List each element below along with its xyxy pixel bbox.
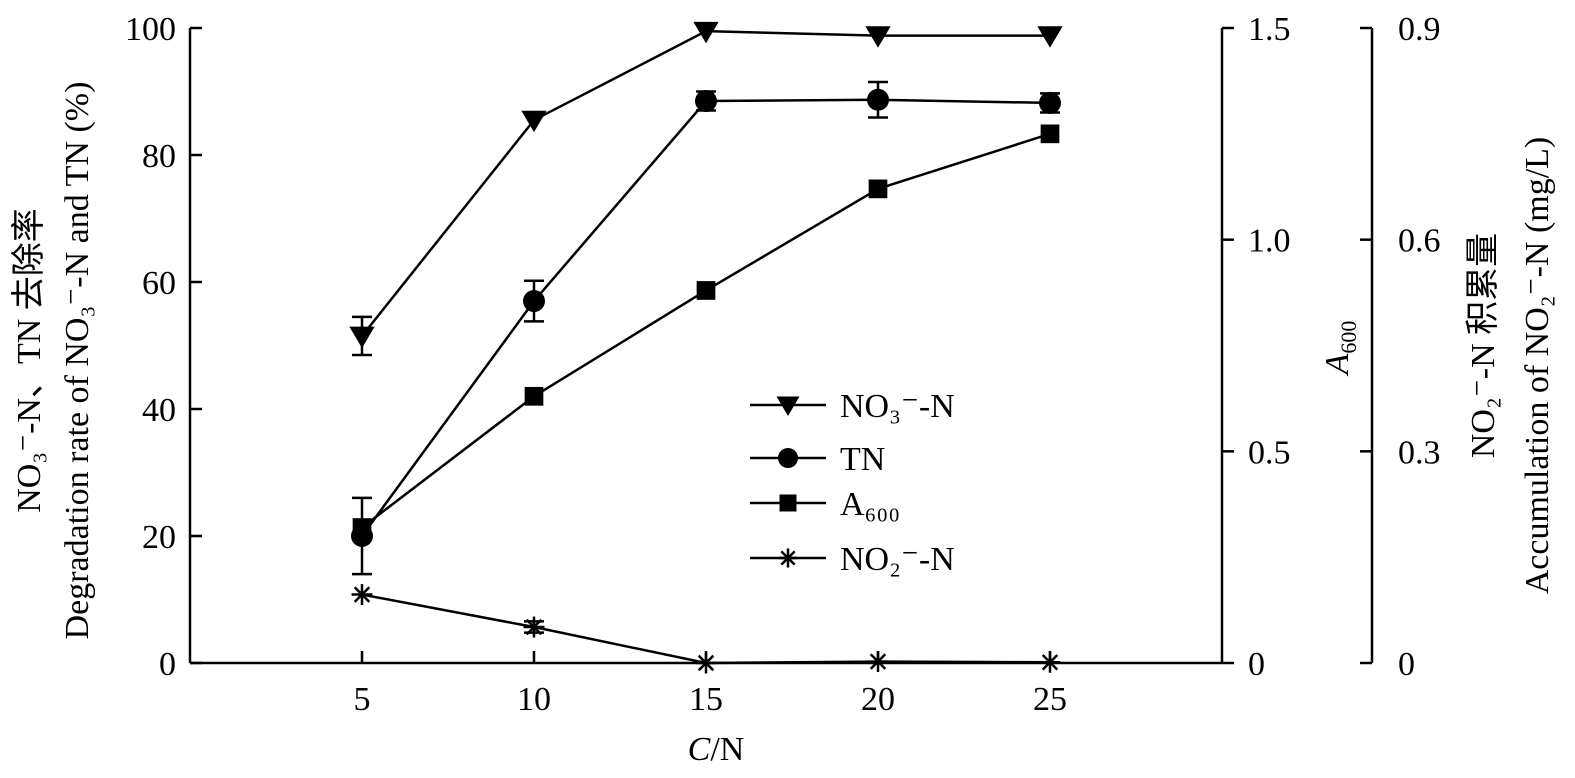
- square-marker: [696, 281, 716, 300]
- left-y-tick-label: 20: [142, 519, 176, 556]
- legend: NO₃⁻-N TN A₆₀₀ NO₂⁻-N: [750, 388, 955, 578]
- x-tick-label: 10: [517, 681, 551, 718]
- series-triangle-down: [349, 21, 1063, 357]
- x-tick-label: 5: [354, 681, 371, 718]
- left-y-tick-label: 100: [125, 11, 176, 48]
- left-y-tick-label: 60: [142, 265, 176, 302]
- right-axis-title-en: Accumulation of NO₂⁻-N (mg/L): [1519, 137, 1556, 595]
- axis-titles: C/N NO₃⁻-N、TN 去除率 Degradation rate of NO₃⁻…: [10, 82, 1556, 768]
- triangle-marker: [776, 396, 800, 416]
- square-marker: [1040, 124, 1060, 144]
- triangle-marker: [865, 26, 891, 48]
- x-tick-label: 15: [689, 681, 723, 718]
- left-axis-title-en: Degradation rate of NO₃⁻-N and TN (%): [59, 82, 96, 640]
- right-axis-title-zh: NO₂⁻-N 积累量: [1465, 233, 1502, 458]
- series-asterisk: [351, 584, 1061, 674]
- square-marker: [352, 518, 372, 537]
- asterisk-marker: [1039, 651, 1061, 673]
- left-y-tick-label: 80: [142, 138, 176, 175]
- right-y-tick-label: 0.6: [1398, 223, 1441, 260]
- series-line: [361, 132, 1051, 529]
- legend-label: NO₂⁻-N: [840, 541, 955, 578]
- legend-label: TN: [840, 441, 885, 478]
- axes: 5 10 15 20 25 0 20 40 60 80 100 0 0.5 1.0 1.5 0 0.3 0.6 0.…: [125, 11, 1441, 718]
- left-axis-title-zh: NO₃⁻-N、TN 去除率: [10, 208, 48, 513]
- square-marker: [779, 494, 797, 512]
- triangle-marker: [349, 326, 375, 349]
- asterisk-marker: [523, 616, 545, 638]
- mid-y-tick-label: 0.5: [1248, 434, 1291, 471]
- legend-item: NO₂⁻-N: [750, 541, 955, 578]
- right-y-tick-label: 0.3: [1398, 434, 1441, 471]
- circle-marker: [778, 448, 798, 468]
- left-y-tick-label: 0: [159, 646, 176, 683]
- right-y-tick-label: 0: [1398, 646, 1415, 683]
- square-marker: [868, 179, 888, 199]
- legend-item: NO₃⁻-N: [750, 388, 955, 425]
- square-marker: [524, 386, 544, 406]
- legend-item: A₆₀₀: [750, 486, 900, 523]
- series-square: [352, 124, 1060, 537]
- series-circle: [351, 80, 1061, 576]
- circle-marker: [1039, 91, 1061, 114]
- asterisk-marker: [351, 584, 373, 606]
- series-layer: [349, 21, 1063, 674]
- triangle-marker: [1037, 26, 1063, 48]
- triangle-marker: [521, 110, 547, 133]
- asterisk-marker: [695, 652, 717, 674]
- x-tick-label: 25: [1033, 681, 1067, 718]
- right-y-tick-label: 0.9: [1398, 11, 1441, 48]
- x-tick-label: 20: [861, 681, 895, 718]
- triangle-marker: [693, 21, 719, 44]
- mid-y-tick-label: 1.5: [1248, 11, 1291, 48]
- legend-label: NO₃⁻-N: [840, 388, 955, 425]
- series-line: [360, 98, 1051, 537]
- mid-axis-title: A600: [1319, 321, 1361, 377]
- legend-label: A₆₀₀: [840, 486, 900, 523]
- asterisk-marker: [778, 548, 798, 568]
- circle-marker: [523, 290, 545, 313]
- left-y-tick-label: 40: [142, 392, 176, 429]
- circle-marker: [695, 90, 717, 113]
- x-axis-title: C/N: [688, 731, 745, 768]
- mid-y-tick-label: 1.0: [1248, 223, 1291, 260]
- mid-y-tick-label: 0: [1248, 646, 1265, 683]
- circle-marker: [867, 88, 889, 111]
- asterisk-marker: [867, 651, 889, 673]
- legend-item: TN: [750, 441, 885, 478]
